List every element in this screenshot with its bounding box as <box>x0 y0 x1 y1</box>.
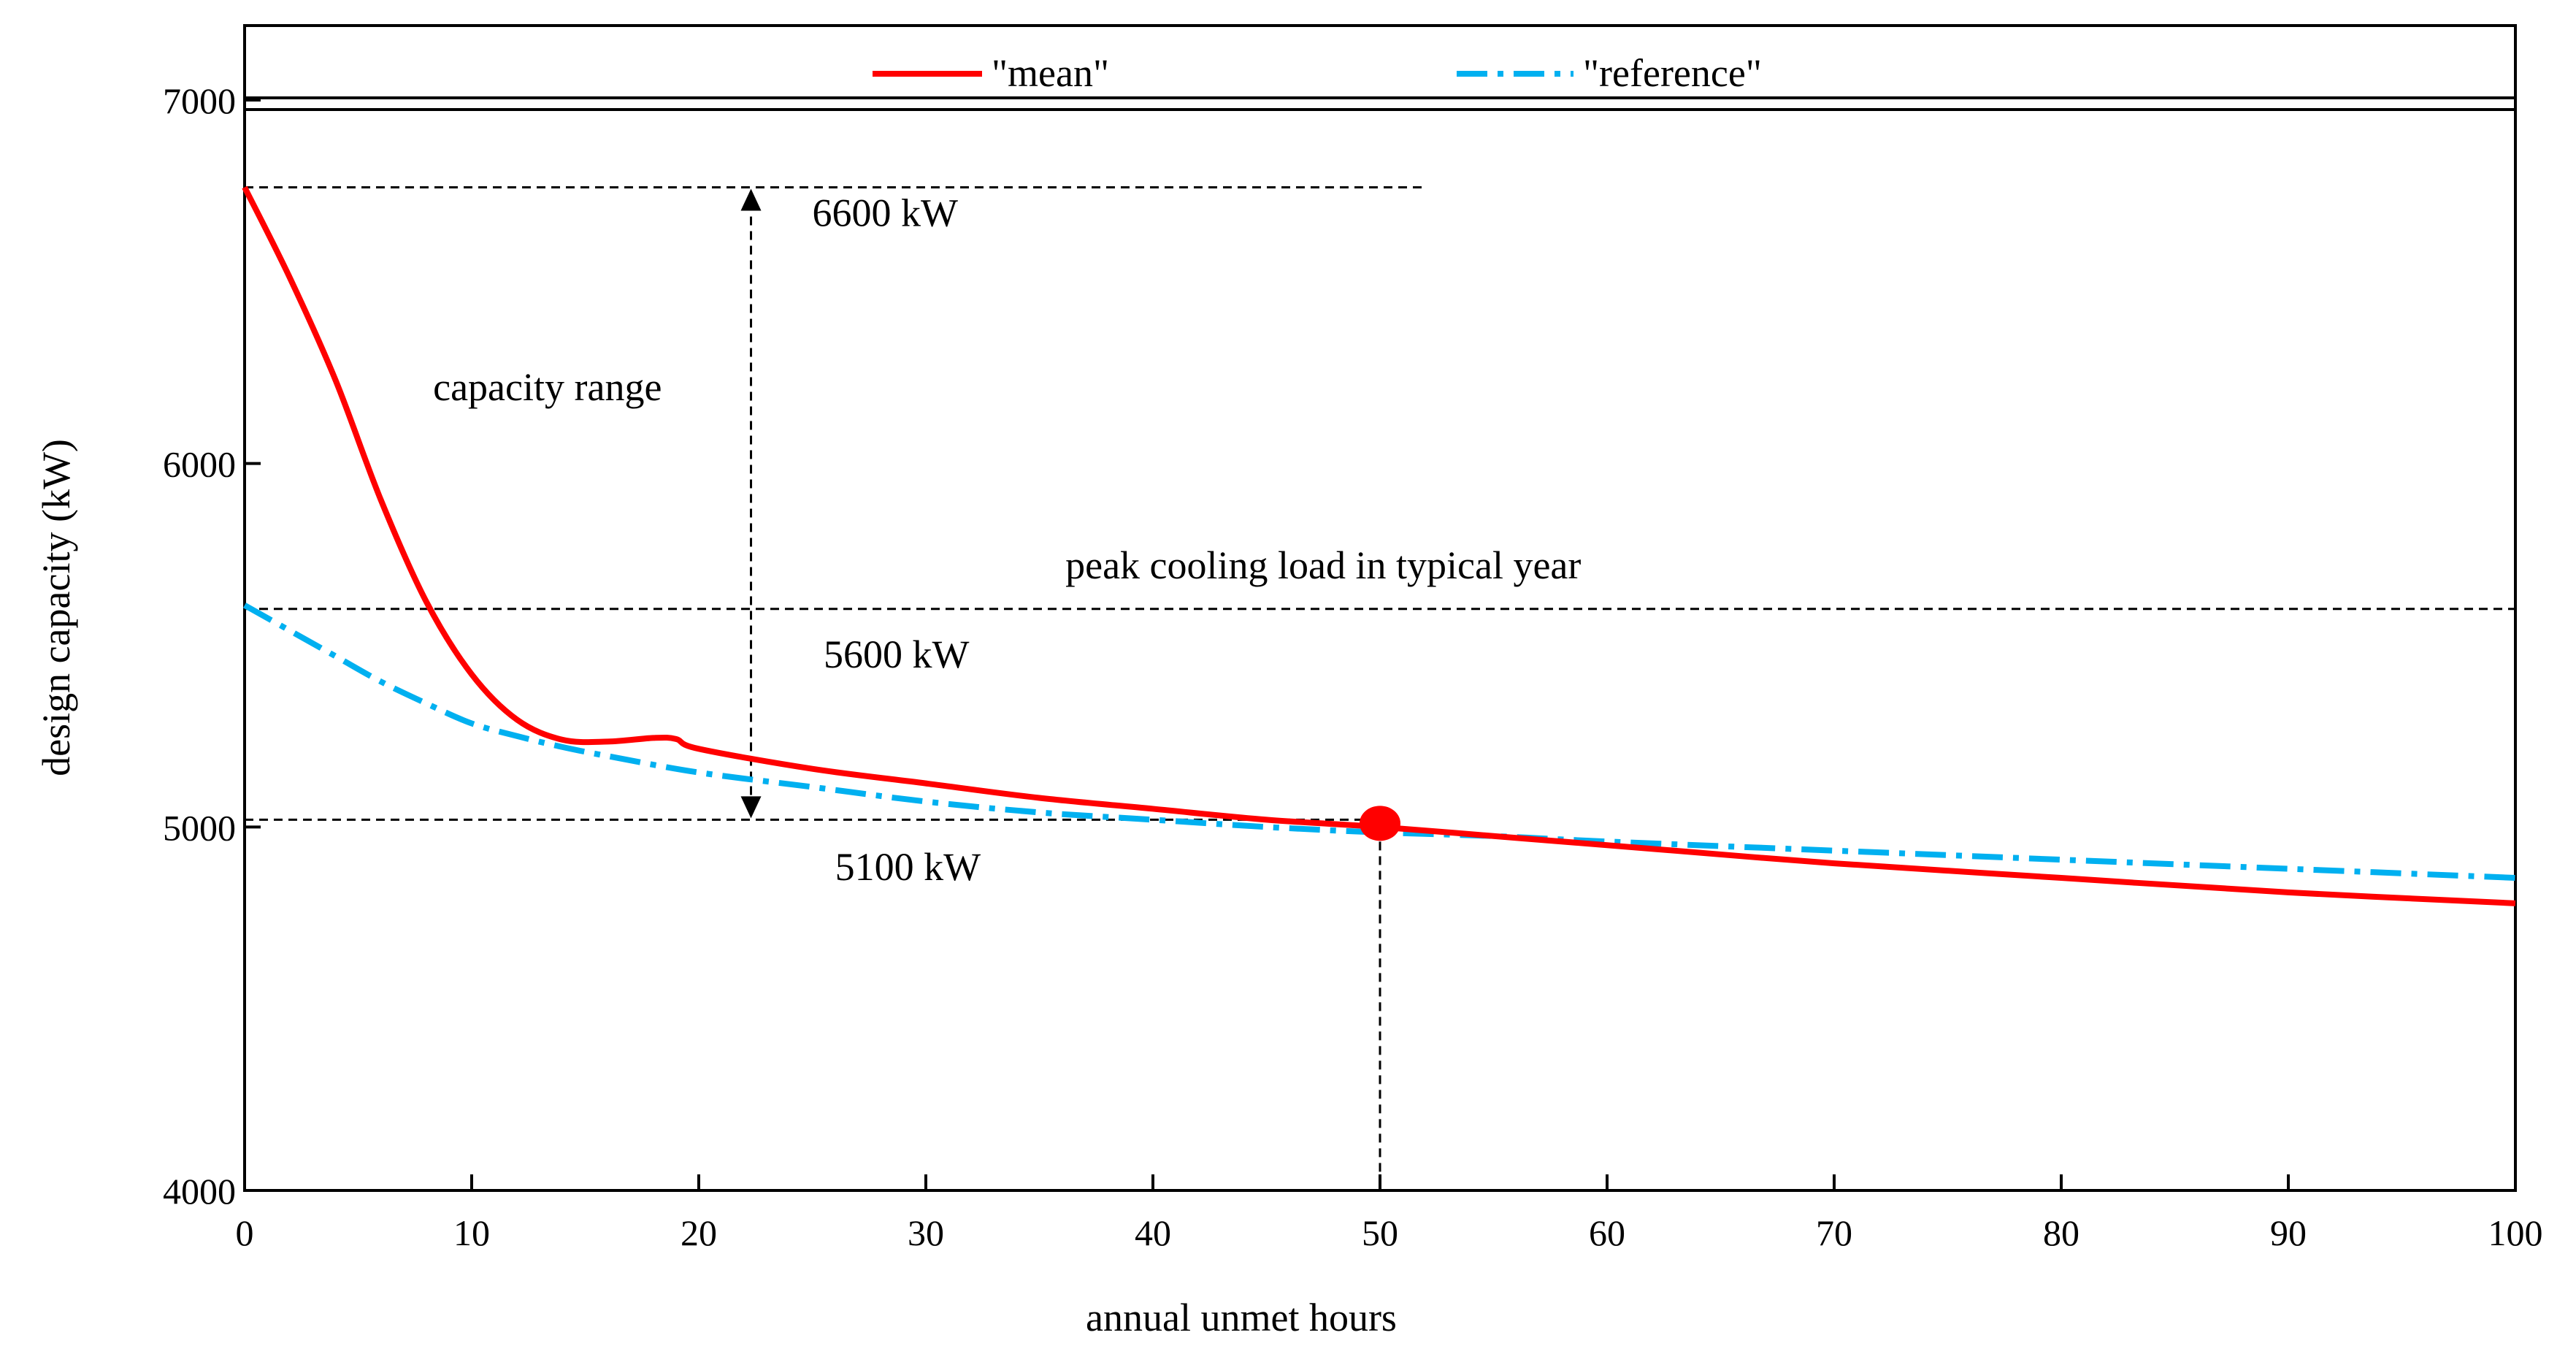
x-tick-label: 50 <box>1362 1212 1398 1253</box>
x-tick-label: 40 <box>1135 1212 1171 1253</box>
x-tick-label: 70 <box>1816 1212 1852 1253</box>
y-tick-label: 7000 <box>163 80 236 121</box>
x-tick-label: 20 <box>681 1212 717 1253</box>
x-tick-label: 80 <box>2043 1212 2079 1253</box>
y-tick-label: 5000 <box>163 807 236 848</box>
annotation-peak-value: 5600 kW <box>824 632 970 676</box>
legend: "mean" "reference" <box>873 51 1762 95</box>
x-tick-label: 90 <box>2270 1212 2307 1253</box>
series-mean-line <box>242 186 2516 906</box>
annotation-capacity-range: capacity range <box>433 365 662 409</box>
y-axis-label: design capacity (kW) <box>34 439 78 776</box>
x-tick-label: 30 <box>908 1212 944 1253</box>
reference-lines <box>245 108 2515 1190</box>
y-tick-label: 6000 <box>163 444 236 485</box>
capacity-range-arrowhead-bottom <box>740 796 762 819</box>
series-reference-line <box>243 603 2516 882</box>
capacity-range-arrowhead-top <box>740 188 762 211</box>
legend-mean-label: "mean" <box>992 51 1109 95</box>
x-axis-label: annual unmet hours <box>1086 1296 1397 1339</box>
series-layer <box>242 186 2516 906</box>
x-tick-label: 100 <box>2488 1212 2543 1253</box>
x-axis-ticks: 0 10 20 30 40 50 60 70 80 90 100 <box>236 1174 2543 1253</box>
x-tick-label: 10 <box>453 1212 490 1253</box>
annotation-peak-title: peak cooling load in typical year <box>1065 543 1581 587</box>
legend-reference-label: "reference" <box>1583 51 1762 95</box>
annotation-low-value: 5100 kW <box>835 845 981 889</box>
annotation-top-value: 6600 kW <box>813 191 959 234</box>
x-tick-label: 60 <box>1589 1212 1625 1253</box>
y-axis-ticks: 4000 5000 6000 7000 <box>163 80 261 1212</box>
y-tick-label: 4000 <box>163 1171 236 1212</box>
x-tick-label: 0 <box>236 1212 254 1253</box>
design-point-marker <box>1360 806 1400 841</box>
